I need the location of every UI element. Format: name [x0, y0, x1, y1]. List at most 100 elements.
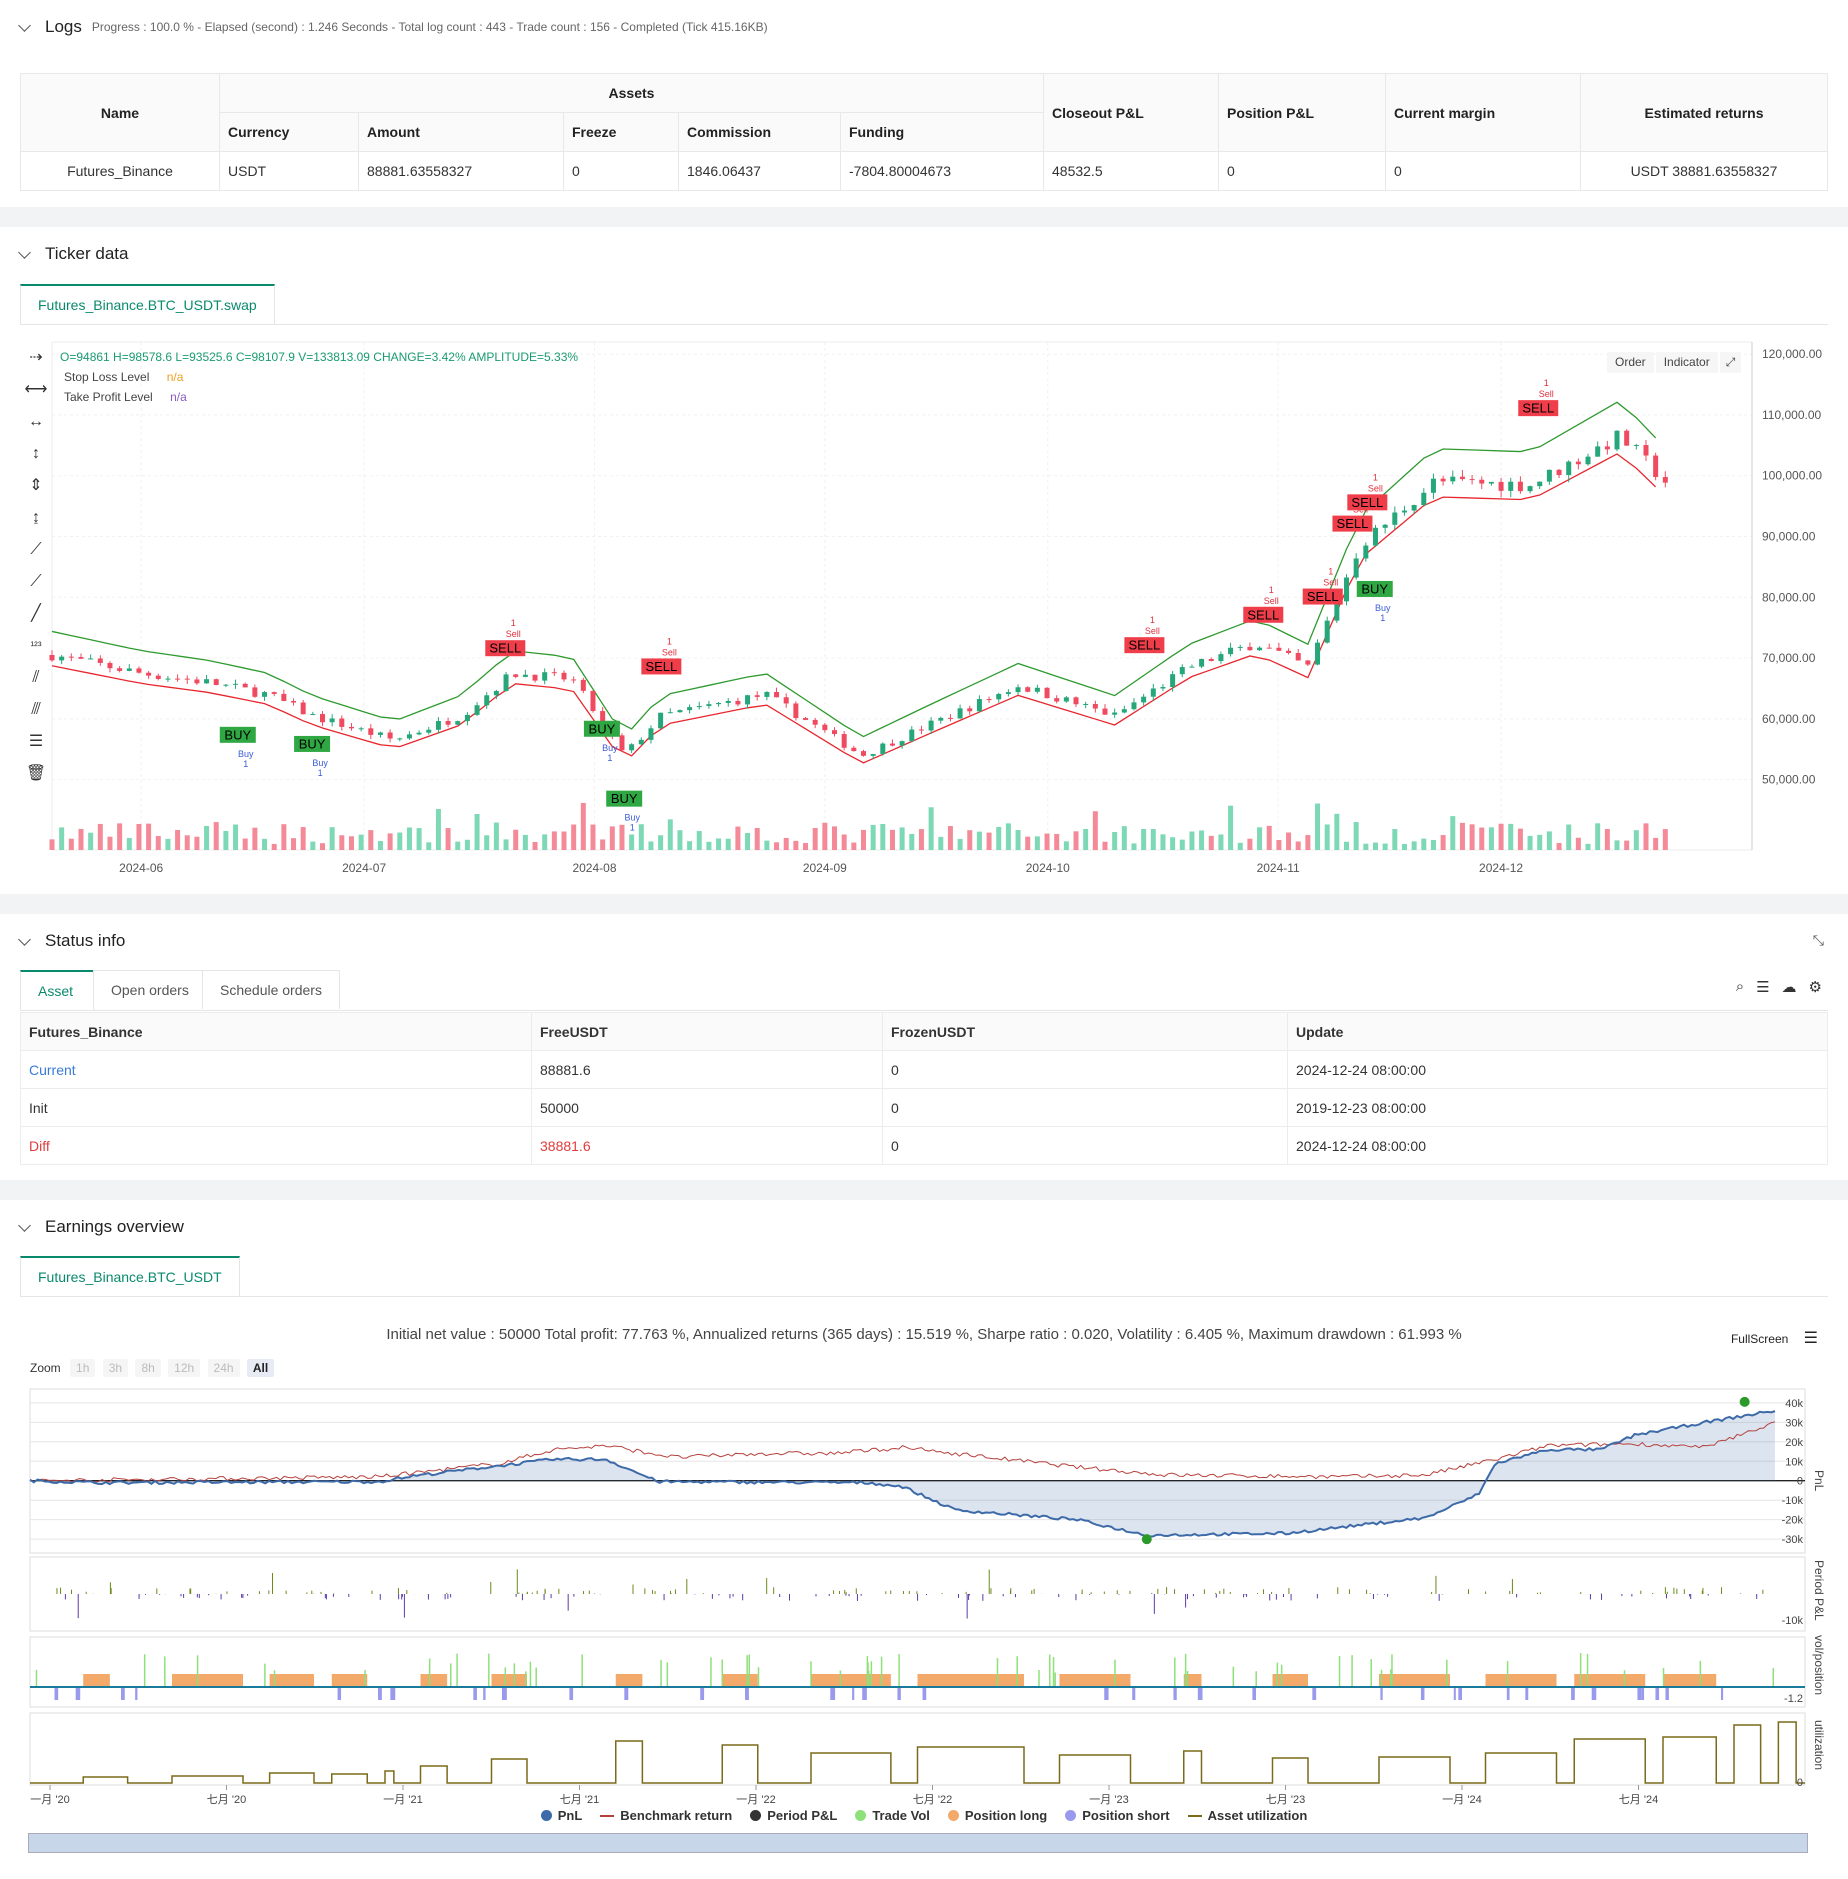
collapse-icon[interactable]: ⤡ [1812, 932, 1824, 948]
sell-count: 1 [667, 636, 672, 646]
candle-body [1595, 446, 1601, 457]
segment-icon[interactable]: ╱ [31, 605, 41, 622]
earnings-chart[interactable]: 40k 30k 20k 10k 0 -10k -20k -30k PnL -10k Period P… [0, 1385, 1848, 1855]
vertical-segment-icon[interactable]: ⇕ [29, 477, 43, 494]
crosshair-icon[interactable]: ⇢ [29, 349, 43, 366]
candle-body [1450, 476, 1456, 482]
fullscreen-label[interactable]: FullScreen [1730, 1332, 1789, 1346]
legend-trade-vol[interactable]: Trade Vol [855, 1808, 930, 1823]
status-header[interactable]: Status info ⤡ [0, 914, 1848, 968]
legend-asset-utilization[interactable]: Asset utilization [1187, 1808, 1307, 1823]
row-label-current[interactable]: Current [20, 1050, 532, 1089]
legend-label: PnL [557, 1808, 583, 1823]
range-navigator[interactable] [28, 1833, 1808, 1853]
zoom-8h-button[interactable]: 8h [135, 1359, 161, 1377]
trash-icon[interactable]: 🗑 [25, 765, 47, 782]
position-short-bar [700, 1688, 705, 1700]
zoom-3h-button[interactable]: 3h [102, 1359, 129, 1377]
legend-benchmark[interactable]: Benchmark return [600, 1808, 732, 1823]
volume-bar [851, 842, 857, 850]
zoom-all-button[interactable]: All [246, 1359, 275, 1377]
volume-bar [1450, 816, 1456, 850]
position-long-block [420, 1674, 448, 1687]
volume-bar [464, 839, 470, 850]
volume-bar [252, 827, 258, 850]
logs-header[interactable]: Logs Progress : 100.0 % - Elapsed (secon… [0, 0, 1848, 54]
candle-body [1228, 647, 1234, 655]
cell-update: 2024-12-24 08:00:00 [1287, 1050, 1828, 1089]
volume-bar [986, 832, 992, 850]
candle-body [1034, 687, 1040, 692]
logs-section: Logs Progress : 100.0 % - Elapsed (secon… [0, 0, 1848, 207]
zoom-24h-button[interactable]: 24h [207, 1359, 240, 1377]
candle-body [1575, 461, 1581, 465]
stop-loss-label: Stop Loss Level [64, 370, 150, 384]
volume-bar [1044, 833, 1050, 850]
candle-body [175, 678, 181, 680]
candle-body [986, 699, 992, 701]
expand-icon[interactable]: ⤢ [1719, 352, 1742, 373]
volume-bar [580, 802, 586, 850]
chevron-down-icon[interactable] [18, 245, 31, 259]
candle-body [1566, 461, 1572, 476]
volume-bar [716, 838, 722, 850]
fullscreen-button[interactable]: FullScreen ☰ [1731, 1328, 1818, 1348]
zoom-12h-button[interactable]: 12h [168, 1359, 201, 1377]
chevron-down-icon[interactable] [18, 932, 31, 946]
tab-btc-usdt-swap[interactable]: Futures_Binance.BTC_USDT.swap [20, 284, 275, 324]
volume-bar [638, 824, 644, 850]
fib-levels-icon[interactable]: ☰ [28, 733, 44, 750]
earnings-header[interactable]: Earnings overview [0, 1200, 1848, 1254]
col-position: Position P&L [1218, 73, 1386, 152]
ray-line-icon[interactable]: ⟋ [30, 573, 42, 590]
legend-position-short[interactable]: Position short [1065, 1808, 1170, 1823]
position-short-bar [135, 1688, 138, 1700]
candle-body [522, 674, 528, 677]
tab-open-orders[interactable]: Open orders [93, 970, 207, 1009]
position-short-bar [1592, 1688, 1596, 1700]
volume-bar [1179, 839, 1185, 850]
horizontal-ray-icon[interactable]: ↔ [28, 413, 44, 430]
indicator-button[interactable]: Indicator [1655, 352, 1718, 373]
horizontal-line-icon[interactable]: ⟷ [24, 381, 48, 398]
legend-pnl[interactable]: PnL [540, 1808, 583, 1823]
menu-icon[interactable]: ☰ [1803, 1330, 1818, 1347]
legend-line [600, 1814, 615, 1817]
volume-bar [1537, 834, 1543, 850]
order-button[interactable]: Order [1607, 352, 1654, 373]
zoom-1h-button[interactable]: 1h [70, 1359, 96, 1377]
vertical-line-icon[interactable]: ↕ [32, 445, 40, 462]
gear-icon[interactable]: ⚙ [1808, 979, 1822, 996]
trend-line-icon[interactable]: ⟋ [30, 541, 42, 558]
candle-body [329, 718, 335, 723]
cell-closeout: 48532.5 [1043, 151, 1219, 191]
cloud-download-icon[interactable]: ☁ [1781, 979, 1797, 996]
buy-note: Buy [1375, 603, 1391, 613]
col-frozen: FrozenUSDT [882, 1012, 1288, 1051]
cell-currency: USDT [219, 151, 359, 191]
price-range-icon[interactable]: ↨ [32, 509, 40, 526]
legend-period-pnl[interactable]: Period P&L [750, 1808, 837, 1823]
volume-bar [435, 809, 441, 850]
ticker-header[interactable]: Ticker data [0, 227, 1848, 281]
candle-body [474, 705, 480, 715]
tab-schedule-orders[interactable]: Schedule orders [202, 970, 340, 1009]
chevron-down-icon[interactable] [18, 1218, 31, 1232]
candle-body [97, 658, 103, 663]
list-icon[interactable]: ☰ [1756, 979, 1770, 996]
candle-body [561, 672, 567, 680]
legend-position-long[interactable]: Position long [947, 1808, 1047, 1823]
fibonacci-icon[interactable]: ⫻ [31, 701, 41, 718]
ticker-chart[interactable]: BUYBuy1BUYBuy1SELL1SellBUYBuy1BUYBuy1SEL… [0, 330, 1848, 900]
tab-btc-usdt[interactable]: Futures_Binance.BTC_USDT [20, 1256, 240, 1296]
search-icon[interactable]: ⌕ [1735, 978, 1745, 995]
chevron-down-icon[interactable] [18, 18, 31, 32]
parallel-channel-icon[interactable]: ⫽ [32, 669, 40, 686]
tab-asset[interactable]: Asset [20, 970, 95, 1010]
price-label-icon[interactable]: ¹²³ [30, 640, 42, 652]
candle-body [735, 700, 741, 705]
buy-count: 1 [630, 823, 635, 833]
candle-body [1643, 445, 1649, 456]
earnings-grid [29, 1388, 1806, 1786]
volume-bar [319, 843, 325, 850]
